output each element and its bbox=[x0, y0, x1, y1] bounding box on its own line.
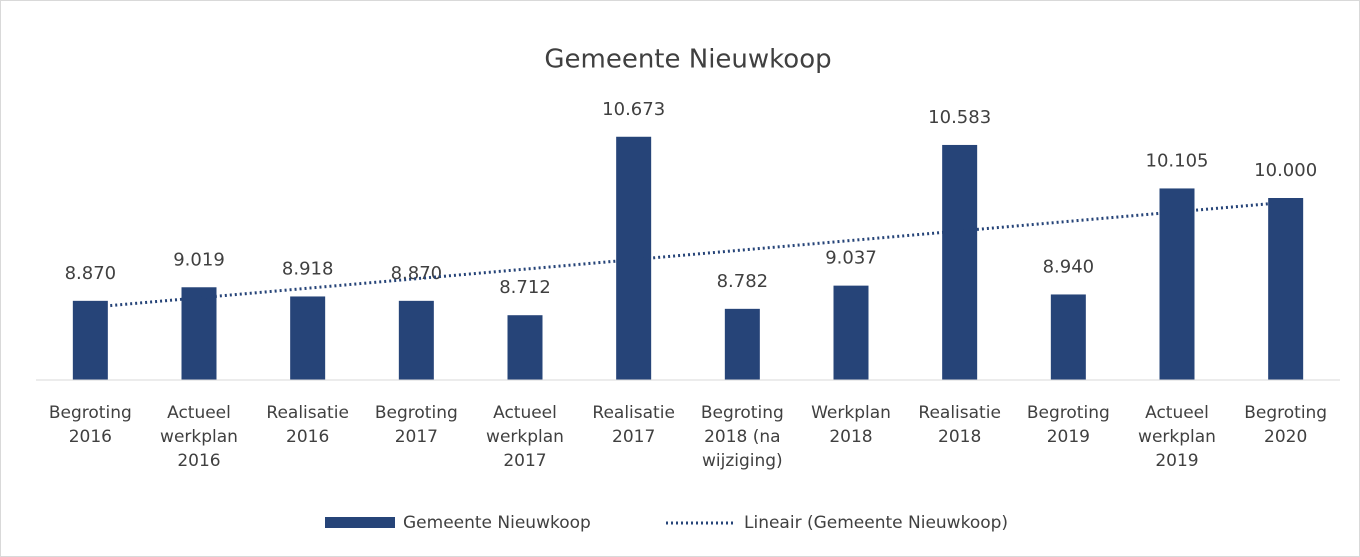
x-tick-label: Begroting bbox=[701, 403, 784, 423]
x-tick-label: Begroting bbox=[1244, 403, 1327, 423]
data-label: 10.673 bbox=[602, 99, 665, 120]
x-tick-label: Begroting bbox=[375, 403, 458, 423]
bar bbox=[1050, 294, 1086, 380]
x-tick-label: Realisatie bbox=[592, 403, 675, 423]
x-tick-label: 2018 bbox=[938, 427, 981, 447]
chart-title: Gemeente Nieuwkoop bbox=[544, 45, 831, 75]
x-tick-label: 2020 bbox=[1264, 427, 1307, 447]
bar bbox=[181, 287, 217, 380]
x-tick-label: 2016 bbox=[177, 451, 220, 471]
data-label: 8.940 bbox=[1043, 256, 1095, 277]
legend-swatch bbox=[325, 517, 395, 528]
data-label: 10.105 bbox=[1146, 150, 1209, 171]
x-tick-label: Actueel bbox=[167, 403, 231, 423]
x-tick-label: Begroting bbox=[1027, 403, 1110, 423]
data-label: 9.019 bbox=[173, 249, 225, 270]
x-tick-label: Werkplan bbox=[811, 403, 891, 423]
data-label: 9.037 bbox=[825, 248, 877, 269]
x-tick-label: werkplan bbox=[486, 427, 564, 447]
x-tick-label: werkplan bbox=[160, 427, 238, 447]
bar bbox=[398, 300, 434, 380]
x-tick-label: 2018 bbox=[829, 427, 872, 447]
data-label: 8.712 bbox=[499, 277, 551, 298]
bar bbox=[290, 296, 326, 380]
bar bbox=[724, 308, 760, 380]
bar bbox=[1268, 198, 1304, 380]
x-tick-label: werkplan bbox=[1138, 427, 1216, 447]
bar bbox=[72, 300, 108, 380]
bar bbox=[1159, 188, 1195, 380]
x-tick-label: 2017 bbox=[503, 451, 546, 471]
x-tick-label: 2016 bbox=[69, 427, 112, 447]
legend-label: Lineair (Gemeente Nieuwkoop) bbox=[744, 513, 1008, 533]
x-tick-label: Realisatie bbox=[266, 403, 349, 423]
x-tick-label: Realisatie bbox=[918, 403, 1001, 423]
x-tick-label: 2019 bbox=[1155, 451, 1198, 471]
x-tick-label: 2016 bbox=[286, 427, 329, 447]
data-label: 8.782 bbox=[717, 271, 769, 292]
bar bbox=[507, 315, 543, 380]
x-tick-label: wijziging) bbox=[702, 451, 783, 471]
x-tick-label: Actueel bbox=[1145, 403, 1209, 423]
x-tick-label: 2017 bbox=[612, 427, 655, 447]
bar bbox=[833, 285, 869, 380]
data-label: 10.583 bbox=[928, 107, 991, 128]
data-label: 8.870 bbox=[65, 263, 117, 284]
legend-label: Gemeente Nieuwkoop bbox=[403, 513, 591, 533]
x-tick-label: Actueel bbox=[493, 403, 557, 423]
x-tick-label: Begroting bbox=[49, 403, 132, 423]
x-tick-label: 2017 bbox=[395, 427, 438, 447]
bar bbox=[942, 144, 978, 380]
data-label: 8.870 bbox=[391, 263, 443, 284]
data-label: 10.000 bbox=[1254, 160, 1317, 181]
data-label: 8.918 bbox=[282, 258, 334, 279]
x-tick-label: 2018 (na bbox=[704, 427, 781, 447]
x-tick-label: 2019 bbox=[1047, 427, 1090, 447]
